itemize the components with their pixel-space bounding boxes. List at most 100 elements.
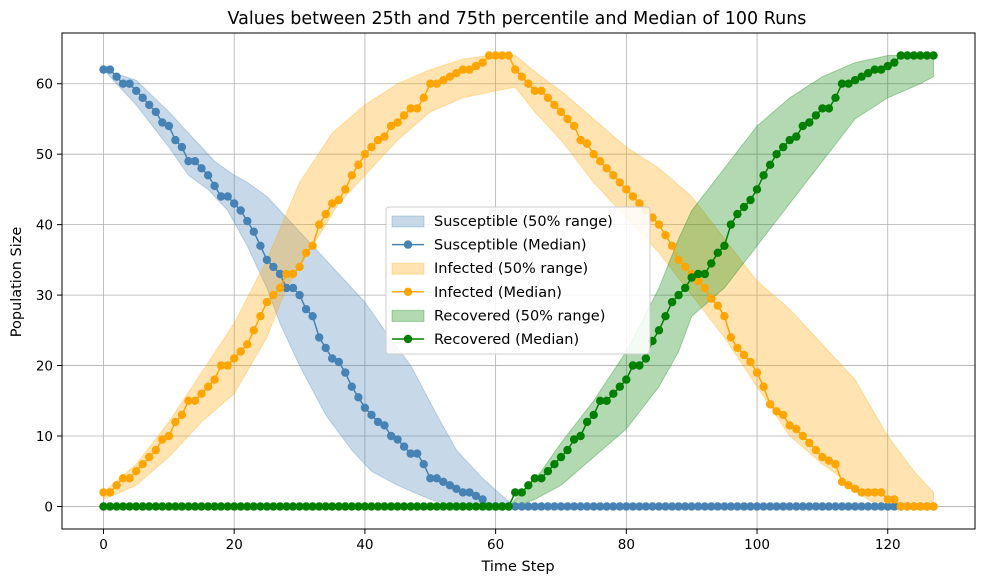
recovered-point	[164, 502, 174, 511]
infected-point	[328, 199, 337, 208]
recovered-point	[661, 312, 670, 321]
infected-point	[674, 255, 683, 265]
recovered-point	[707, 259, 716, 268]
recovered-point	[726, 220, 736, 229]
infected-point	[132, 467, 141, 476]
susceptible-point	[105, 65, 115, 74]
infected-point	[765, 400, 775, 409]
recovered-point	[197, 502, 206, 511]
susceptible-point	[707, 502, 716, 511]
recovered-point	[759, 171, 768, 180]
susceptible-point	[243, 216, 252, 226]
recovered-point	[857, 72, 866, 81]
recovered-point	[831, 93, 840, 103]
susceptible-point	[367, 410, 376, 420]
recovered-point	[445, 502, 455, 511]
recovered-point	[406, 502, 415, 511]
infected-point	[373, 135, 383, 145]
susceptible-point	[805, 502, 814, 511]
susceptible-point	[112, 72, 121, 81]
recovered-point	[315, 502, 324, 511]
infected-median-series	[99, 51, 938, 511]
infected-point	[909, 502, 919, 511]
recovered-point	[190, 502, 200, 511]
infected-point	[870, 488, 879, 497]
recovered-point	[334, 502, 343, 511]
susceptible-point	[831, 502, 840, 511]
recovered-point	[877, 65, 886, 74]
infected-point	[890, 495, 899, 504]
recovered-point	[589, 410, 598, 420]
median-lines	[99, 51, 938, 511]
legend-label: Infected (Median)	[434, 285, 562, 301]
susceptible-point	[681, 502, 690, 511]
recovered-median-series	[99, 51, 938, 511]
infected-point	[151, 445, 160, 455]
recovered-point	[118, 502, 128, 511]
susceptible-point	[354, 393, 363, 402]
infected-point	[315, 220, 324, 229]
recovered-point	[792, 132, 801, 141]
infected-point	[877, 488, 886, 497]
recovered-point	[484, 502, 494, 511]
susceptible-point	[262, 255, 272, 265]
legend: Susceptible (50% range) Susceptible (Medi…	[385, 206, 651, 355]
infected-point	[576, 135, 585, 145]
recovered-point	[216, 502, 226, 511]
susceptible-point	[138, 93, 147, 103]
recovered-point	[798, 121, 807, 131]
susceptible-point	[132, 86, 141, 96]
susceptible-point	[622, 502, 631, 511]
legend-box	[385, 206, 651, 355]
recovered-point	[850, 76, 860, 85]
susceptible-point	[785, 502, 794, 511]
legend-marker	[403, 240, 413, 249]
recovered-point	[654, 326, 664, 335]
infected-point	[99, 488, 108, 497]
susceptible-point	[478, 495, 487, 504]
infected-point	[720, 312, 729, 321]
y-tick-label: 60	[36, 77, 53, 93]
recovered-point	[537, 474, 546, 483]
susceptible-point	[726, 502, 736, 511]
infected-point	[112, 481, 121, 490]
recovered-point	[563, 445, 572, 455]
susceptible-point	[824, 502, 834, 511]
infected-point	[399, 111, 409, 120]
infected-point	[498, 51, 507, 60]
recovered-point	[132, 502, 141, 511]
susceptible-point	[687, 502, 696, 511]
infected-point	[288, 269, 298, 279]
legend-marker	[403, 334, 413, 344]
infected-point	[596, 157, 605, 166]
recovered-point	[733, 209, 742, 219]
recovered-point	[779, 142, 788, 152]
infected-point	[661, 231, 670, 240]
susceptible-point	[556, 502, 566, 511]
infected-point	[171, 417, 180, 427]
legend-entry-infected-median: Infected (Median)	[392, 285, 562, 301]
susceptible-point	[733, 502, 742, 511]
infected-point	[739, 350, 749, 360]
susceptible-point	[661, 502, 670, 511]
recovered-point	[569, 435, 579, 444]
recovered-point	[478, 502, 487, 511]
infected-point	[511, 65, 520, 74]
recovered-point	[282, 502, 291, 511]
susceptible-point	[256, 241, 265, 250]
infected-point	[249, 326, 258, 335]
infected-point	[118, 474, 128, 483]
susceptible-point	[759, 502, 768, 511]
recovered-point	[360, 502, 370, 511]
recovered-point	[824, 104, 834, 113]
infected-point	[798, 431, 807, 441]
x-tick-label: 60	[487, 537, 504, 553]
legend-entry-recovered-band: Recovered (50% range)	[391, 308, 605, 324]
susceptible-point	[752, 502, 762, 511]
recovered-point	[236, 502, 245, 511]
x-tick-label: 120	[875, 537, 901, 553]
infected-point	[694, 276, 703, 286]
susceptible-point	[648, 502, 657, 511]
recovered-point	[929, 51, 938, 60]
susceptible-point	[628, 502, 638, 511]
